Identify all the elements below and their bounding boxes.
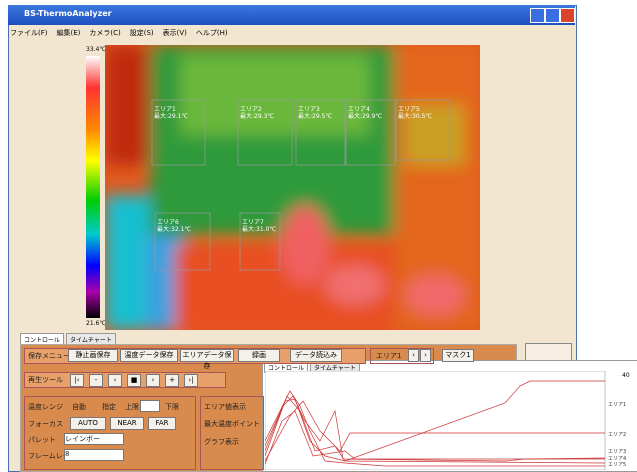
tab[interactable]: コントロール	[20, 333, 65, 345]
area-max: 最大:29.5℃	[298, 112, 332, 120]
area-name: エリア4	[348, 106, 370, 113]
axis-label: 40	[622, 372, 630, 379]
button[interactable]: データ読込み	[290, 349, 342, 362]
area-max: 最大:29.9℃	[348, 112, 382, 120]
label: グラフ表示	[204, 438, 239, 446]
area-name: エリア2	[240, 106, 262, 113]
maximize[interactable]	[545, 8, 560, 23]
label: エリア値表示	[204, 403, 246, 411]
button[interactable]: 静止画保存	[68, 349, 118, 362]
menu-item[interactable]: 設定(S)	[129, 29, 154, 37]
label: 再生ツール	[28, 376, 63, 384]
menu-item[interactable]: 表示(V)	[162, 29, 187, 37]
label: 温度レンジ	[28, 403, 63, 411]
play-button[interactable]: +	[165, 374, 179, 387]
input	[140, 400, 160, 412]
window-title: BS-ThermoAnalyzer	[24, 9, 112, 18]
minimize[interactable]	[530, 8, 545, 23]
title-bar	[8, 5, 575, 25]
play-button[interactable]: |‹	[70, 374, 84, 387]
area-name: エリア3	[298, 106, 320, 113]
timechart	[265, 371, 606, 470]
color-scale	[86, 56, 100, 318]
area-max: 最大:31.0℃	[242, 225, 276, 233]
label: パレット	[28, 436, 56, 444]
series-label: エリア4	[608, 456, 627, 462]
play-button[interactable]: -	[89, 374, 103, 387]
button[interactable]: 温度データ保存	[120, 349, 178, 362]
menu-bar: ファイル(F) 編集(E) カメラ(C) 設定(S) 表示(V) ヘルプ(H)	[10, 28, 570, 40]
button[interactable]: NEAR	[110, 417, 144, 430]
label: 自動	[72, 403, 86, 411]
label: 最大温度ポイント	[204, 420, 260, 428]
play-button[interactable]: ‹	[108, 374, 122, 387]
series-label: エリア1	[608, 402, 627, 408]
area-name: エリア1	[154, 106, 176, 113]
area-max: 最大:29.1℃	[154, 112, 188, 120]
area-max: 最大:29.3℃	[240, 112, 274, 120]
play-button[interactable]: ■	[127, 374, 141, 387]
area-max: 最大:30.5℃	[398, 112, 432, 120]
scale-min: 21.6℃	[86, 320, 107, 327]
label: 上限	[125, 403, 139, 411]
series-label: エリア2	[608, 432, 627, 438]
menu-item[interactable]: 編集(E)	[56, 29, 81, 37]
area-group	[370, 348, 434, 364]
dropdown[interactable]: 8	[64, 449, 124, 461]
scale-max: 33.4℃	[86, 46, 107, 53]
button[interactable]: エリアデータ保存	[180, 349, 234, 370]
close[interactable]	[560, 8, 575, 23]
tabs: コントロール タイムチャート	[20, 333, 116, 345]
tab[interactable]: タイムチャート	[66, 333, 116, 345]
button[interactable]: FAR	[148, 417, 176, 430]
play-button[interactable]: ›|	[184, 374, 198, 387]
label: フォーカス	[28, 420, 63, 428]
area-name: エリア6	[157, 219, 179, 226]
button[interactable]: AUTO	[70, 417, 106, 430]
series-label: エリア5	[608, 462, 627, 468]
nav-button[interactable]: ›	[420, 349, 431, 362]
menu-item[interactable]: ファイル(F)	[10, 29, 48, 37]
label: エリア1	[376, 352, 402, 360]
menu-item[interactable]: ヘルプ(H)	[195, 29, 228, 37]
label: 下限	[165, 403, 179, 411]
play-button[interactable]: ›	[146, 374, 160, 387]
nav-button[interactable]: ‹	[408, 349, 419, 362]
label: フレームレート	[28, 452, 77, 460]
area-name: エリア7	[242, 219, 264, 226]
series-label: エリア3	[608, 449, 627, 455]
label: 保存メニュー	[28, 352, 70, 360]
menu-item[interactable]: カメラ(C)	[89, 29, 121, 37]
area-max: 最大:32.1℃	[157, 225, 191, 233]
dropdown[interactable]: レインボー	[64, 433, 124, 445]
button[interactable]: 録画	[238, 349, 280, 362]
label: 指定	[102, 403, 116, 411]
button[interactable]: マスク1	[442, 349, 474, 362]
area-name: エリア5	[398, 106, 420, 113]
